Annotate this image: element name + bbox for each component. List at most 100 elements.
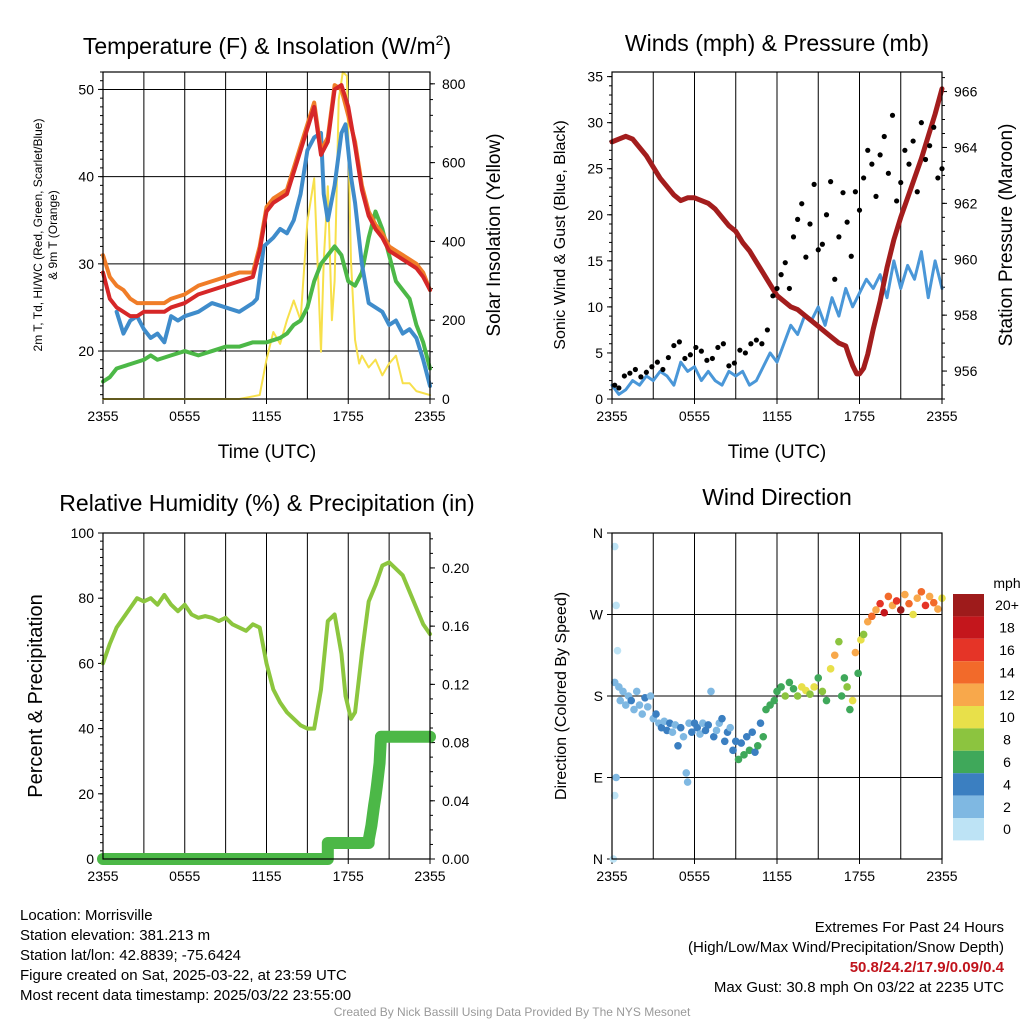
- direction-point: [848, 696, 857, 705]
- direction-point: [913, 594, 922, 602]
- rh-xtick-label: 1155: [251, 868, 281, 884]
- colorbar-label: 0: [1003, 821, 1011, 837]
- direction-point: [892, 597, 901, 605]
- direction-point: [610, 791, 619, 800]
- rh-ylabel: Percent & Precipitation: [25, 594, 47, 797]
- wind-gust-point: [643, 369, 649, 375]
- rh-xtick-label: 2355: [414, 868, 445, 884]
- direction-point: [679, 732, 688, 741]
- dir-ytick-label: N: [593, 525, 603, 541]
- direction-point: [612, 773, 620, 782]
- temp-ytick-label: 20: [78, 343, 94, 359]
- direction-point: [748, 728, 757, 737]
- colorbar-label: 18: [999, 620, 1015, 636]
- direction-point: [726, 723, 735, 732]
- wind-ylabel: Sonic Wind & Gust (Blue, Black): [552, 120, 569, 349]
- direction-point: [789, 684, 798, 693]
- temp-series-temp_red: [101, 83, 432, 319]
- wind-gust-point: [906, 161, 912, 167]
- wind-xtick-label: 0555: [679, 408, 710, 424]
- direction-point: [740, 751, 748, 759]
- wind-ytick-right-label: 962: [954, 195, 978, 211]
- rh-ytick-label: 60: [78, 655, 94, 671]
- wind-ytick-label: 5: [595, 345, 603, 361]
- rh-ytick-right-label: 0.20: [442, 560, 469, 576]
- direction-point: [822, 696, 831, 705]
- temp-xtick-label: 2355: [414, 408, 445, 424]
- wind-gust-point: [935, 175, 941, 181]
- direction-point: [627, 696, 636, 705]
- direction-point: [868, 612, 876, 621]
- wind-series-wind_blue: [610, 250, 944, 396]
- wind-gust-point: [715, 344, 721, 351]
- direction-point: [685, 719, 693, 727]
- direction-point: [756, 719, 765, 727]
- direction-point: [793, 692, 802, 700]
- colorbar-label: 4: [1003, 776, 1011, 792]
- wind-gust-point: [632, 366, 638, 373]
- wind-ytick-right-label: 966: [954, 84, 978, 100]
- wind-gust-point: [621, 373, 627, 379]
- wind-ytick-label: 30: [587, 115, 603, 131]
- temp-ylabel-line1: 2m T, Td, HI/WC (Red, Green, Scarlet/Blu…: [31, 119, 45, 352]
- wind-xtick-label: 1755: [844, 408, 875, 424]
- direction-point: [630, 705, 638, 714]
- rh-ytick-right-label: 0.04: [442, 793, 469, 809]
- direction-point: [709, 732, 718, 741]
- wind-xtick-label: 2355: [596, 408, 627, 424]
- dir-ytick-label: S: [594, 688, 603, 704]
- wind-ytick-label: 15: [587, 253, 603, 269]
- wind-xlabel: Time (UTC): [728, 442, 827, 463]
- rh-ytick-right-label: 0.16: [442, 618, 469, 634]
- credit-line: Created By Nick Bassill Using Data Provi…: [333, 1005, 691, 1019]
- wind-frame: [611, 71, 943, 400]
- direction-point: [810, 683, 818, 691]
- wind-gust-point: [790, 234, 797, 240]
- colorbar-label: 14: [999, 664, 1015, 680]
- direction-point: [934, 605, 942, 613]
- temp-frame: [102, 71, 431, 400]
- wind-gust-point: [774, 285, 780, 292]
- direction-point: [759, 732, 768, 741]
- station-location: Location: Morrisville: [20, 907, 153, 924]
- wind-gust-point: [819, 241, 825, 247]
- direction-point: [781, 692, 790, 700]
- wind-gust-point: [731, 360, 737, 366]
- temp-ytick-right-label: 600: [442, 155, 466, 171]
- extremes-subheader: (High/Low/Max Wind/Precipitation/Snow De…: [688, 939, 1004, 956]
- direction-point: [635, 701, 644, 709]
- direction-point: [896, 606, 905, 614]
- direction-point: [884, 592, 893, 601]
- temp-xtick-label: 2355: [87, 408, 118, 424]
- dir-ytick-label: E: [594, 770, 603, 786]
- direction-point: [751, 748, 759, 756]
- temp-ylabel-right: Solar Insolation (Yellow): [484, 133, 505, 336]
- wind-gust-point: [665, 354, 671, 361]
- wind-gust-point: [894, 198, 900, 204]
- wind-gust-point: [654, 359, 660, 365]
- colorbar-label: 20+: [995, 597, 1019, 613]
- wind-gust-point: [889, 112, 896, 118]
- direction-point: [851, 648, 860, 657]
- wind-gust-point: [815, 247, 821, 253]
- direction-point: [753, 742, 762, 750]
- dir-xtick-label: 1755: [844, 868, 875, 884]
- direction-point: [718, 714, 726, 723]
- colorbar-swatch: [953, 706, 984, 729]
- wind-gust-point: [709, 355, 715, 362]
- wind-gust-point: [704, 357, 710, 363]
- direction-point: [696, 730, 704, 738]
- colorbar-label: 10: [999, 709, 1015, 725]
- direction-point: [676, 723, 685, 732]
- rh-series-precip_green: [97, 730, 436, 865]
- rh-frame: [102, 532, 431, 860]
- rh-title: Relative Humidity (%) & Precipitation (i…: [59, 490, 474, 516]
- direction-point: [638, 710, 647, 718]
- direction-point: [876, 599, 884, 608]
- temp-ytick-right-label: 200: [442, 312, 466, 328]
- direction-point: [682, 769, 691, 777]
- temperature-panel: 2355 0555 1155 1755 2355 20 30 40 50 0 200 400 600 80…: [31, 32, 505, 463]
- direction-point: [707, 687, 715, 696]
- rh-ytick-label: 0: [86, 851, 94, 867]
- direction-point: [737, 739, 746, 747]
